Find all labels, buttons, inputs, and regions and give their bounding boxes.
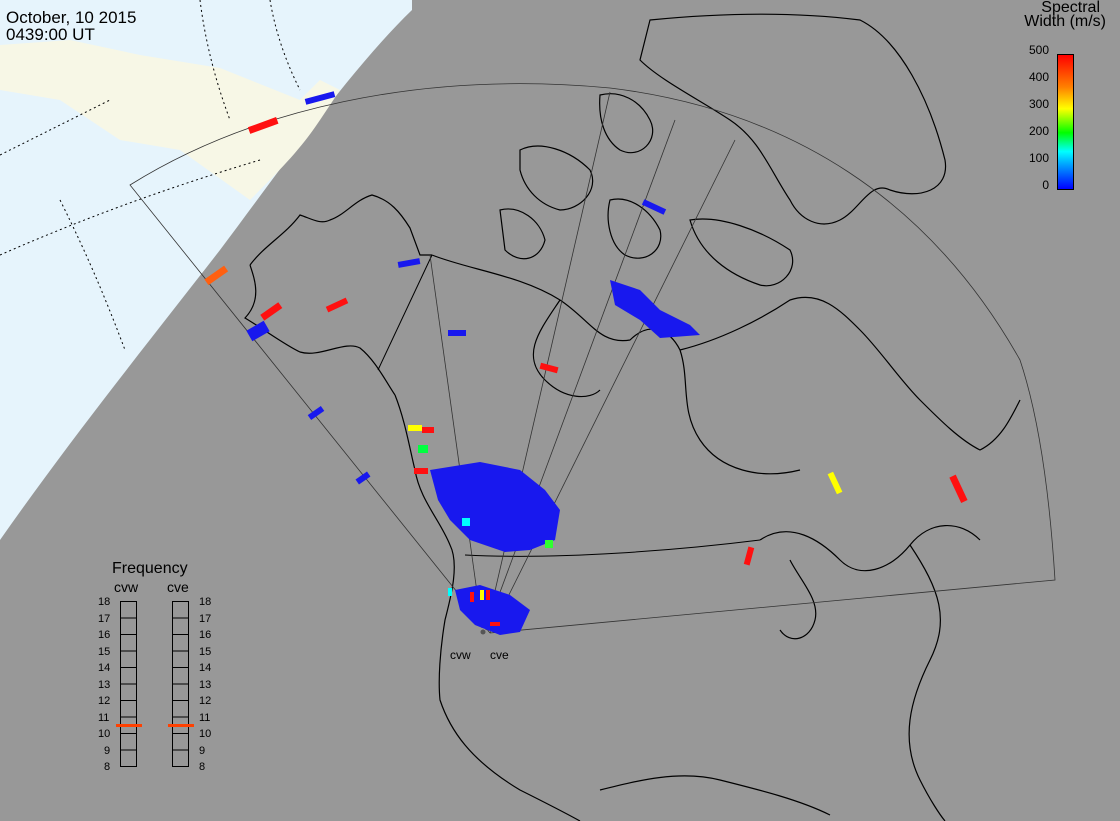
daylight-region	[0, 0, 412, 540]
site-dot	[480, 629, 486, 635]
colorbar-tick: 200	[1028, 124, 1049, 138]
frequency-tick-right: 13	[199, 678, 212, 691]
frequency-marker-cve	[168, 724, 194, 727]
frequency-tick-left: 15	[98, 645, 111, 658]
coastlines	[244, 13, 1021, 821]
map-time: 0439:00 UT	[6, 25, 95, 44]
site-label-cve: cve	[490, 648, 509, 662]
site-label-cvw: cvw	[450, 648, 471, 662]
frequency-tick-right: 15	[199, 645, 212, 658]
frequency-tick-left: 17	[98, 612, 111, 625]
frequency-tick-left: 11	[98, 711, 110, 724]
frequency-tick-left: 9	[104, 744, 111, 757]
colorbar-tick: 500	[1028, 43, 1049, 57]
frequency-tick-left: 12	[98, 695, 111, 707]
colorbar-title-line1: Spectral	[1041, 0, 1100, 16]
frequency-scale-cvw	[120, 601, 137, 767]
map-date: October, 10 2015	[6, 8, 137, 27]
grid-lines	[0, 0, 301, 351]
daylight-land	[0, 40, 340, 200]
colorbar-tick: 400	[1028, 70, 1049, 84]
frequency-tick-left: 18	[98, 596, 111, 608]
colorbar-tick: 0	[1042, 178, 1049, 192]
frequency-tick-right: 8	[199, 761, 206, 773]
frequency-radar-cve: cve	[167, 579, 189, 595]
frequency-tick-left: 16	[98, 629, 111, 641]
frequency-tick-right: 12	[199, 695, 212, 707]
frequency-tick-right: 18	[199, 596, 212, 608]
colorbar-title-line2: Width (m/s)	[1024, 13, 1106, 30]
frequency-tick-right: 9	[199, 744, 206, 757]
frequency-marker-cvw	[116, 724, 142, 727]
frequency-tick-right: 11	[199, 711, 211, 724]
frequency-title: Frequency	[112, 560, 188, 577]
frequency-tick-left: 14	[98, 662, 111, 674]
frequency-tick-right: 14	[199, 662, 212, 674]
frequency-tick-right: 16	[199, 629, 212, 641]
colorbar-tick: 300	[1028, 97, 1049, 111]
frequency-scale-cve	[172, 601, 189, 767]
radar-scatter	[204, 91, 968, 635]
frequency-tick-left: 10	[98, 728, 111, 740]
colorbar	[1057, 54, 1074, 190]
colorbar-tick: 100	[1028, 151, 1049, 165]
frequency-tick-right: 10	[199, 728, 212, 740]
frequency-tick-right: 17	[199, 612, 212, 625]
frequency-tick-left: 8	[104, 761, 111, 773]
frequency-radar-cvw: cvw	[114, 579, 139, 595]
frequency-tick-left: 13	[98, 678, 111, 691]
